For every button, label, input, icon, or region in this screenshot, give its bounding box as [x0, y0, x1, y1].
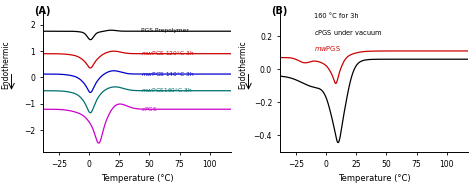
- Text: $\mathit{mw}$PGS 120°C 3h: $\mathit{mw}$PGS 120°C 3h: [141, 49, 194, 57]
- Text: $\mathit{c}$PGS: $\mathit{c}$PGS: [141, 105, 158, 113]
- X-axis label: Temperature (°C): Temperature (°C): [338, 174, 411, 184]
- Text: (B): (B): [271, 6, 287, 16]
- Text: $\mathit{mw}$PGS: $\mathit{mw}$PGS: [314, 44, 341, 53]
- Text: Endothermic: Endothermic: [238, 40, 247, 89]
- Text: $\mathit{mw}$PGS160°C 3h: $\mathit{mw}$PGS160°C 3h: [141, 86, 192, 94]
- Text: PGS Prepolymer: PGS Prepolymer: [141, 29, 189, 33]
- Text: $\mathit{c}$PGS under vacuum: $\mathit{c}$PGS under vacuum: [314, 28, 383, 37]
- Text: (A): (A): [34, 6, 51, 16]
- Text: $\mathit{mw}$PGS 140°C 3h: $\mathit{mw}$PGS 140°C 3h: [141, 70, 194, 77]
- X-axis label: Temperature (°C): Temperature (°C): [101, 174, 174, 184]
- Text: Endothermic: Endothermic: [1, 40, 10, 89]
- Text: 160 °C for 3h: 160 °C for 3h: [314, 13, 359, 19]
